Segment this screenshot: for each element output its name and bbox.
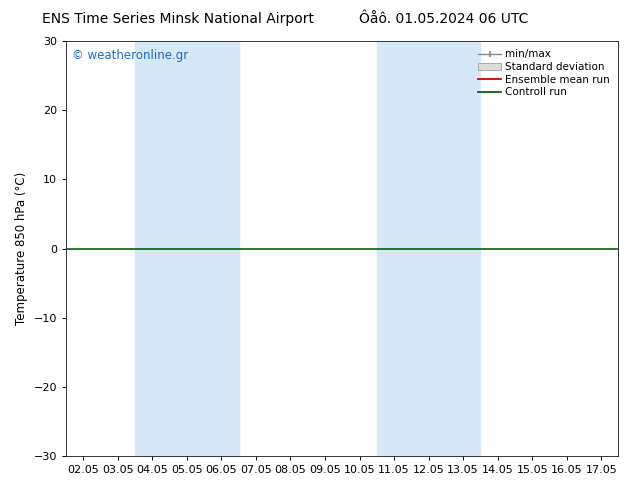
Text: © weatheronline.gr: © weatheronline.gr xyxy=(72,49,188,62)
Bar xyxy=(135,41,239,456)
Text: ENS Time Series Minsk National Airport: ENS Time Series Minsk National Airport xyxy=(41,12,314,26)
Text: Ôåô. 01.05.2024 06 UTC: Ôåô. 01.05.2024 06 UTC xyxy=(359,12,529,26)
Bar xyxy=(377,41,481,456)
Y-axis label: Temperature 850 hPa (°C): Temperature 850 hPa (°C) xyxy=(15,172,28,325)
Legend: min/max, Standard deviation, Ensemble mean run, Controll run: min/max, Standard deviation, Ensemble me… xyxy=(476,46,613,100)
